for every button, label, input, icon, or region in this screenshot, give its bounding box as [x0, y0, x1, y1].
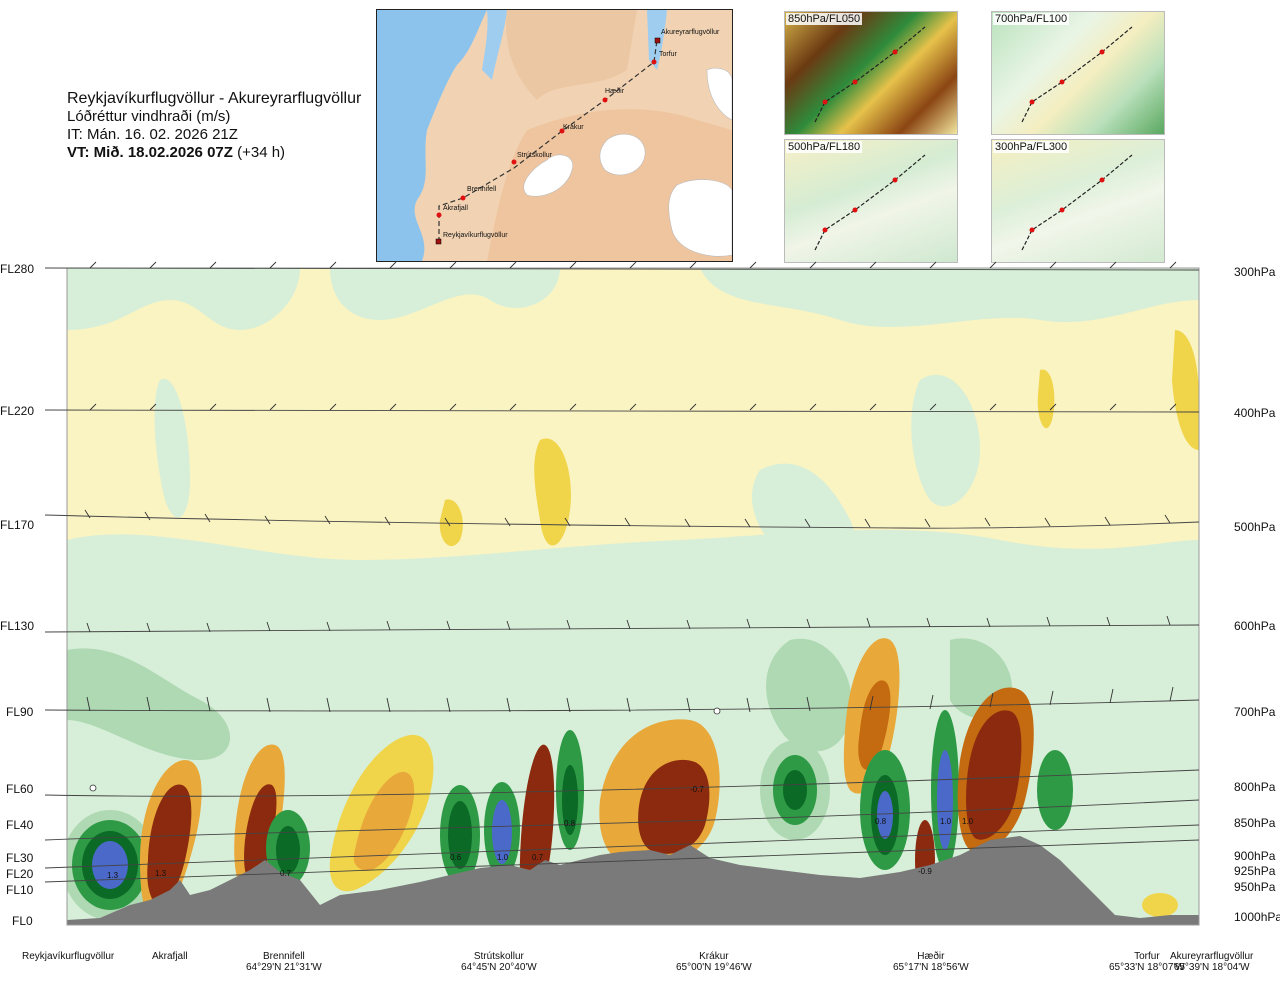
fl-label-90: FL90 — [6, 705, 34, 719]
waypoint-coord: 65°33'N 18°07'W — [1109, 962, 1185, 973]
thumbnail-500[interactable]: 500hPa/FL180 — [784, 139, 958, 263]
hpa-label-1000: 1000hPa — [1234, 910, 1280, 924]
hpa-label-925: 925hPa — [1234, 864, 1276, 878]
annotation-10: 1.0 — [962, 817, 974, 826]
variable-title: Lóðréttur vindhraði (m/s) — [67, 108, 231, 125]
waypoint-coord: 65°39'N 18°04'W — [1173, 962, 1250, 973]
thumbnail-300[interactable]: 300hPa/FL300 — [991, 139, 1165, 263]
waypoint-name: Akureyrarflugvöllur — [1170, 951, 1254, 962]
fl-label-40: FL40 — [6, 818, 34, 832]
thumbnail-850-route — [814, 26, 926, 123]
map-label-reykjavik: Reykjavíkurflugvöllur — [443, 232, 508, 239]
waypoint-name: Torfur — [1134, 951, 1160, 962]
map-label-haedir: Hæðir — [605, 88, 625, 95]
hpa-label-800: 800hPa — [1234, 780, 1276, 794]
waypoint-haedir: Hæðir 65°17'N 18°56'W — [893, 951, 969, 973]
route-map-svg — [377, 10, 732, 261]
map-label-strutskollur: Strútskollur — [517, 152, 553, 159]
annotation-3: 0.6 — [450, 853, 462, 862]
hpa-label-400: 400hPa — [1234, 406, 1276, 420]
waypoint-reykjavik: Reykjavíkurflugvöllur — [22, 951, 114, 962]
waypoint-name: Reykjavíkurflugvöllur — [22, 951, 115, 962]
annotation-5: 0.7 — [532, 853, 544, 862]
annotation-9: 1.0 — [940, 817, 952, 826]
annotation-6: 0.8 — [564, 819, 576, 828]
terrain-profile — [67, 836, 1199, 925]
fl-label-130: FL130 — [0, 619, 35, 633]
hpa-label-700: 700hPa — [1234, 705, 1276, 719]
waypoint-akureyri: Akureyrarflugvöllur 65°39'N 18°04'W — [1170, 951, 1253, 973]
waypoint-krakur: Krákur 65°00'N 19°46'W — [676, 951, 752, 973]
fl-label-0: FL0 — [12, 914, 33, 928]
map-label-torfur: Torfur — [659, 51, 677, 58]
waypoint-name: Krákur — [699, 951, 729, 962]
fl-label-280: FL280 — [0, 262, 35, 276]
annotation-4: 1.0 — [497, 853, 509, 862]
map-label-brennifell: Brennifell — [467, 186, 497, 193]
issue-time: IT: Mán. 16. 02. 2026 21Z — [67, 126, 238, 143]
fl-label-20: FL20 — [6, 867, 34, 881]
waypoint-name: Brennifell — [263, 951, 305, 962]
thumbnail-500-route — [814, 154, 926, 251]
pressure-lines — [44, 267, 1200, 883]
waypoint-name: Akrafjall — [152, 951, 188, 962]
map-label-akureyri: Akureyrarflugvöllur — [661, 29, 720, 36]
annotation-8: 0.8 — [875, 817, 887, 826]
valid-time: VT: Mið. 18.02.2026 07Z (+34 h) — [67, 144, 361, 162]
valid-time-offset: (+34 h) — [237, 144, 286, 161]
fl-label-30: FL30 — [6, 851, 34, 865]
hpa-label-300: 300hPa — [1234, 265, 1276, 279]
fl-label-60: FL60 — [6, 782, 34, 796]
waypoint-akrafjall: Akrafjall — [152, 951, 188, 962]
thumbnail-850[interactable]: 850hPa/FL050 — [784, 11, 958, 135]
annotation-7: -0.7 — [690, 785, 704, 794]
thumbnail-700-route — [1021, 26, 1133, 123]
fl-label-170: FL170 — [0, 518, 35, 532]
map-label-akrafjall: Akrafjall — [443, 205, 468, 212]
route-map: Akureyrarflugvöllur Torfur Hæðir Krákur … — [376, 9, 733, 262]
hpa-label-900: 900hPa — [1234, 849, 1276, 863]
thumbnail-700-label: 700hPa/FL100 — [993, 13, 1070, 25]
waypoint-coord: 65°00'N 19°46'W — [676, 962, 752, 973]
waypoint-name: Hæðir — [917, 951, 945, 962]
hpa-label-850: 850hPa — [1234, 816, 1276, 830]
fl-label-10: FL10 — [6, 883, 34, 897]
thumbnail-850-label: 850hPa/FL050 — [786, 13, 863, 25]
fl-label-220: FL220 — [0, 404, 35, 418]
annotation-2: 0.7 — [280, 869, 292, 878]
hpa-label-600: 600hPa — [1234, 619, 1276, 633]
heatmap-field — [67, 268, 1199, 925]
waypoint-coord: 65°17'N 18°56'W — [893, 962, 969, 973]
chart-title-block: Reykjavíkurflugvöllur - Akureyrarflugvöl… — [67, 90, 361, 162]
hpa-label-950: 950hPa — [1234, 880, 1276, 894]
thumbnail-500-label: 500hPa/FL180 — [786, 141, 863, 153]
annotation-11: -0.9 — [918, 867, 932, 876]
annotation-0: 1.3 — [107, 871, 119, 880]
thumbnail-700[interactable]: 700hPa/FL100 — [991, 11, 1165, 135]
route-title: Reykjavíkurflugvöllur - Akureyrarflugvöl… — [67, 90, 362, 107]
thumbnail-300-label: 300hPa/FL300 — [993, 141, 1070, 153]
hpa-label-500: 500hPa — [1234, 520, 1276, 534]
wind-barbs — [84, 261, 1177, 713]
waypoint-coord: 64°29'N 21°31'W — [246, 962, 322, 973]
valid-time-main: VT: Mið. 18.02.2026 07Z — [67, 144, 233, 161]
waypoint-coord: 64°45'N 20°40'W — [461, 962, 537, 973]
waypoint-brennifell: Brennifell 64°29'N 21°31'W — [246, 951, 322, 973]
annotation-1: 1.3 — [155, 869, 167, 878]
waypoint-torfur: Torfur 65°33'N 18°07'W — [1109, 951, 1185, 973]
waypoint-strutskollur: Strútskollur 64°45'N 20°40'W — [461, 951, 537, 973]
waypoint-name: Strútskollur — [473, 951, 524, 962]
thumbnail-300-route — [1021, 154, 1133, 251]
value-annotations: 1.3 1.3 0.7 0.6 1.0 0.7 0.8 -0.7 0.8 1.0… — [107, 785, 974, 880]
plot-frame — [66, 267, 1200, 926]
map-label-krakur: Krákur — [563, 124, 584, 131]
